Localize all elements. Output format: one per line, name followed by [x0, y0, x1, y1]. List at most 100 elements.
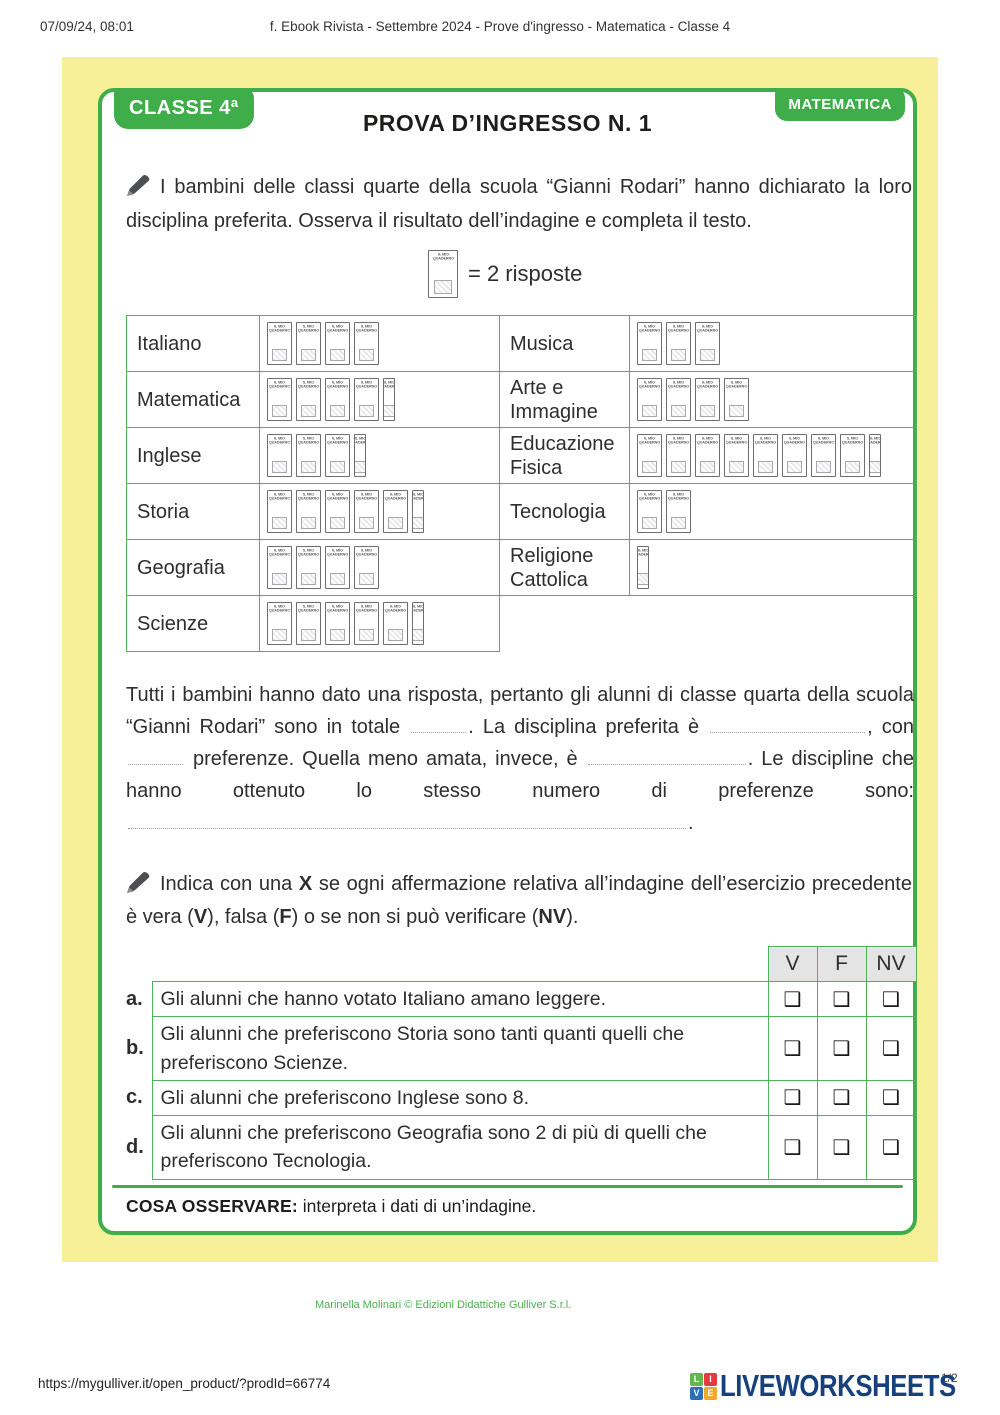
notebook-icon: IL MIO QUADERNO: [724, 434, 749, 477]
notebook-icon: IL MIO QUADERNO: [666, 322, 691, 365]
table-header-row: V F NV: [126, 946, 917, 982]
checkbox-nv[interactable]: ❑: [865, 1079, 917, 1117]
subject-label: Geografia: [126, 539, 260, 596]
statement-row: b. Gli alunni che preferiscono Storia son…: [126, 1016, 917, 1081]
checkbox-nv[interactable]: ❑: [865, 980, 917, 1018]
notebook-icon-picture: [272, 517, 287, 529]
text-segment: .: [688, 812, 694, 834]
true-false-table: V F NV a. Gli alunni che hanno votato Ita…: [126, 946, 917, 1180]
fill-in-blank[interactable]: [128, 747, 183, 765]
checkbox-nv[interactable]: ❑: [865, 1016, 917, 1081]
checkbox-f[interactable]: ❑: [816, 1115, 867, 1180]
notebook-icon-picture: [413, 517, 423, 529]
class-badge: CLASSE 4ª: [114, 88, 254, 129]
checkbox-f[interactable]: ❑: [816, 1016, 867, 1081]
checkbox-v[interactable]: ❑: [767, 1016, 818, 1081]
fill-in-blank[interactable]: [411, 715, 467, 733]
notebook-icon-picture: [359, 629, 374, 641]
notebook-icon: IL MIO QUADERNO: [695, 322, 720, 365]
notebook-icon-picture: [330, 573, 345, 585]
checkbox-v[interactable]: ❑: [767, 1115, 818, 1180]
subject-label: Matematica: [126, 371, 260, 428]
checkbox-nv[interactable]: ❑: [865, 1115, 917, 1180]
pictogram-icons: IL MIO QUADERNO IL MIO QUADERNO IL MIO QUADER…: [259, 371, 500, 428]
notebook-icon-picture: [642, 405, 657, 417]
fill-in-blank[interactable]: [128, 811, 686, 829]
notebook-icon-picture: [816, 461, 831, 473]
notebook-icon: IL MIO QUADERNO: [354, 602, 379, 645]
statement-text: Gli alunni che hanno votato Italiano ama…: [151, 980, 769, 1018]
subject-label: Arte e Immagine: [499, 371, 630, 428]
print-datetime: 07/09/24, 08:01: [40, 19, 134, 34]
worksheet-yellow-page: CLASSE 4ª PROVA D’INGRESSO N. 1 MATEMATI…: [62, 57, 938, 1311]
notebook-icon-picture: [729, 405, 744, 417]
notebook-icon: IL MIO QUADERNO: [267, 490, 292, 533]
notebook-icon-picture: [355, 461, 365, 473]
notebook-icon-picture: [301, 461, 316, 473]
checkbox-v[interactable]: ❑: [767, 1079, 818, 1117]
notebook-icon: IL MIO QUADERNO: [637, 322, 662, 365]
text-segment: F: [279, 906, 292, 928]
notebook-icon: IL MIO QUADERNO: [325, 322, 350, 365]
notebook-icon: IL MIO QUADERNO: [354, 378, 379, 421]
notebook-icon: IL MIO QUADERNO: [296, 378, 321, 421]
notebook-icon-picture: [671, 349, 686, 361]
subject-label: Italiano: [126, 315, 260, 372]
notebook-icon: IL MIO QUADERNO: [428, 250, 458, 298]
notebook-icon-picture: [330, 405, 345, 417]
notebook-icon: IL MIO QUADERNO: [325, 378, 350, 421]
checkbox-f[interactable]: ❑: [816, 980, 867, 1018]
text-segment: ) o se non si può verificare (: [291, 906, 539, 928]
logo-square-e: E: [704, 1386, 717, 1400]
notebook-icon-picture: [301, 405, 316, 417]
notebook-icon: IL MIO QUADERNO: [637, 490, 662, 533]
exercise1-instruction: I bambini delle classi quarte della scuo…: [126, 170, 912, 238]
pictogram-icons: IL MIO QUADERNO IL MIO QUADERNO IL MIO QUADER…: [259, 595, 500, 652]
notebook-icon-picture: [700, 349, 715, 361]
fill-in-paragraph: Tutti i bambini hanno dato una risposta,…: [126, 679, 914, 839]
notebook-icon-picture: [301, 517, 316, 529]
logo-square-l: L: [690, 1372, 703, 1386]
notebook-icon-picture: [638, 573, 648, 585]
pencil-icon: [126, 870, 152, 894]
pictogram-legend: IL MIO QUADERNO = 2 risposte: [428, 250, 582, 298]
notebook-icon: IL MIO QUADERNO: [325, 490, 350, 533]
logo-square-i: I: [704, 1372, 717, 1386]
text-segment: preferenze. Quella meno amata, invece, è: [185, 748, 586, 770]
statement-text: Gli alunni che preferiscono Inglese sono…: [151, 1079, 769, 1117]
column-header-nv: NV: [865, 946, 917, 982]
text-segment: V: [193, 906, 208, 928]
notebook-icon-picture: [671, 517, 686, 529]
checkbox-f[interactable]: ❑: [816, 1079, 867, 1117]
fill-in-blank[interactable]: [710, 715, 866, 733]
notebook-icon-picture: [272, 349, 287, 361]
fill-in-blank[interactable]: [587, 747, 746, 765]
pictogram-icons: IL MIO QUADERNO IL MIO QUADERNO: [629, 483, 917, 540]
checkbox-v[interactable]: ❑: [767, 980, 818, 1018]
notebook-icon-picture: [729, 461, 744, 473]
column-header-v: V: [767, 946, 818, 982]
exercise2-instruction: Indica con una X se ogni affermazione re…: [126, 868, 912, 934]
